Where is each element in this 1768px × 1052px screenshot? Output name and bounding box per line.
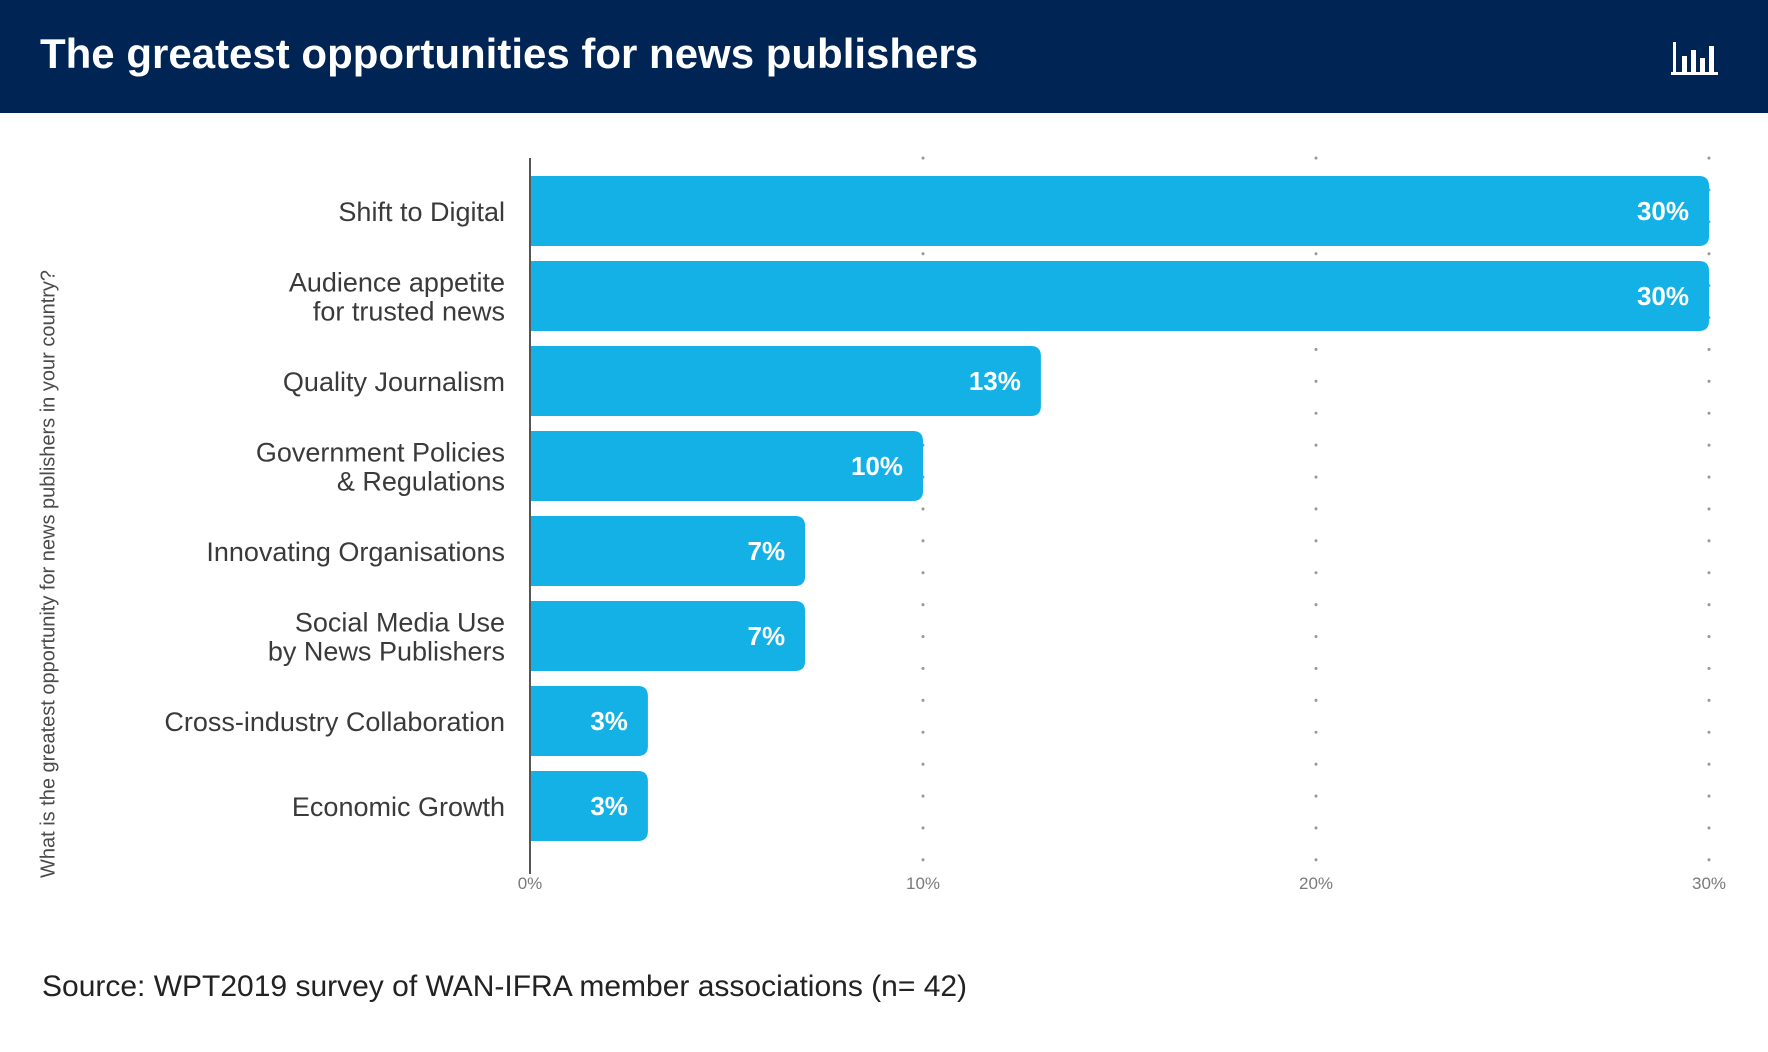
bar	[530, 516, 806, 586]
data-label: 10%	[851, 451, 903, 481]
category-label: Shift to Digital	[338, 197, 505, 227]
category-label: Social Media Use by News Publishers	[268, 608, 505, 667]
bar-chart-icon	[1671, 42, 1718, 75]
bar	[530, 686, 648, 756]
category-label: Audience appetite for trusted news	[289, 268, 505, 327]
data-label: 3%	[590, 791, 628, 821]
category-label: Economic Growth	[292, 792, 505, 822]
data-label: 7%	[748, 621, 786, 651]
data-label: 30%	[1637, 281, 1689, 311]
data-label: 30%	[1637, 196, 1689, 226]
x-tick-label: 30%	[1692, 874, 1726, 893]
page-title: The greatest opportunities for news publ…	[40, 30, 979, 77]
bar	[530, 346, 1041, 416]
data-label: 3%	[590, 706, 628, 736]
source-note: Source: WPT2019 survey of WAN-IFRA membe…	[42, 970, 968, 1003]
x-tick-label: 0%	[518, 874, 543, 893]
category-label: Quality Journalism	[283, 367, 505, 397]
x-tick-label: 10%	[906, 874, 940, 893]
x-tick-label: 20%	[1299, 874, 1333, 893]
bar	[530, 176, 1709, 246]
category-label: Government Policies & Regulations	[256, 438, 505, 497]
data-label: 7%	[748, 536, 786, 566]
bar	[530, 601, 806, 671]
header-bar: The greatest opportunities for news publ…	[0, 0, 1768, 113]
bar	[530, 261, 1709, 331]
bar	[530, 431, 923, 501]
category-label: Cross-industry Collaboration	[164, 707, 505, 737]
bar	[530, 771, 648, 841]
category-label: Innovating Organisations	[206, 537, 505, 567]
data-label: 13%	[969, 366, 1021, 396]
